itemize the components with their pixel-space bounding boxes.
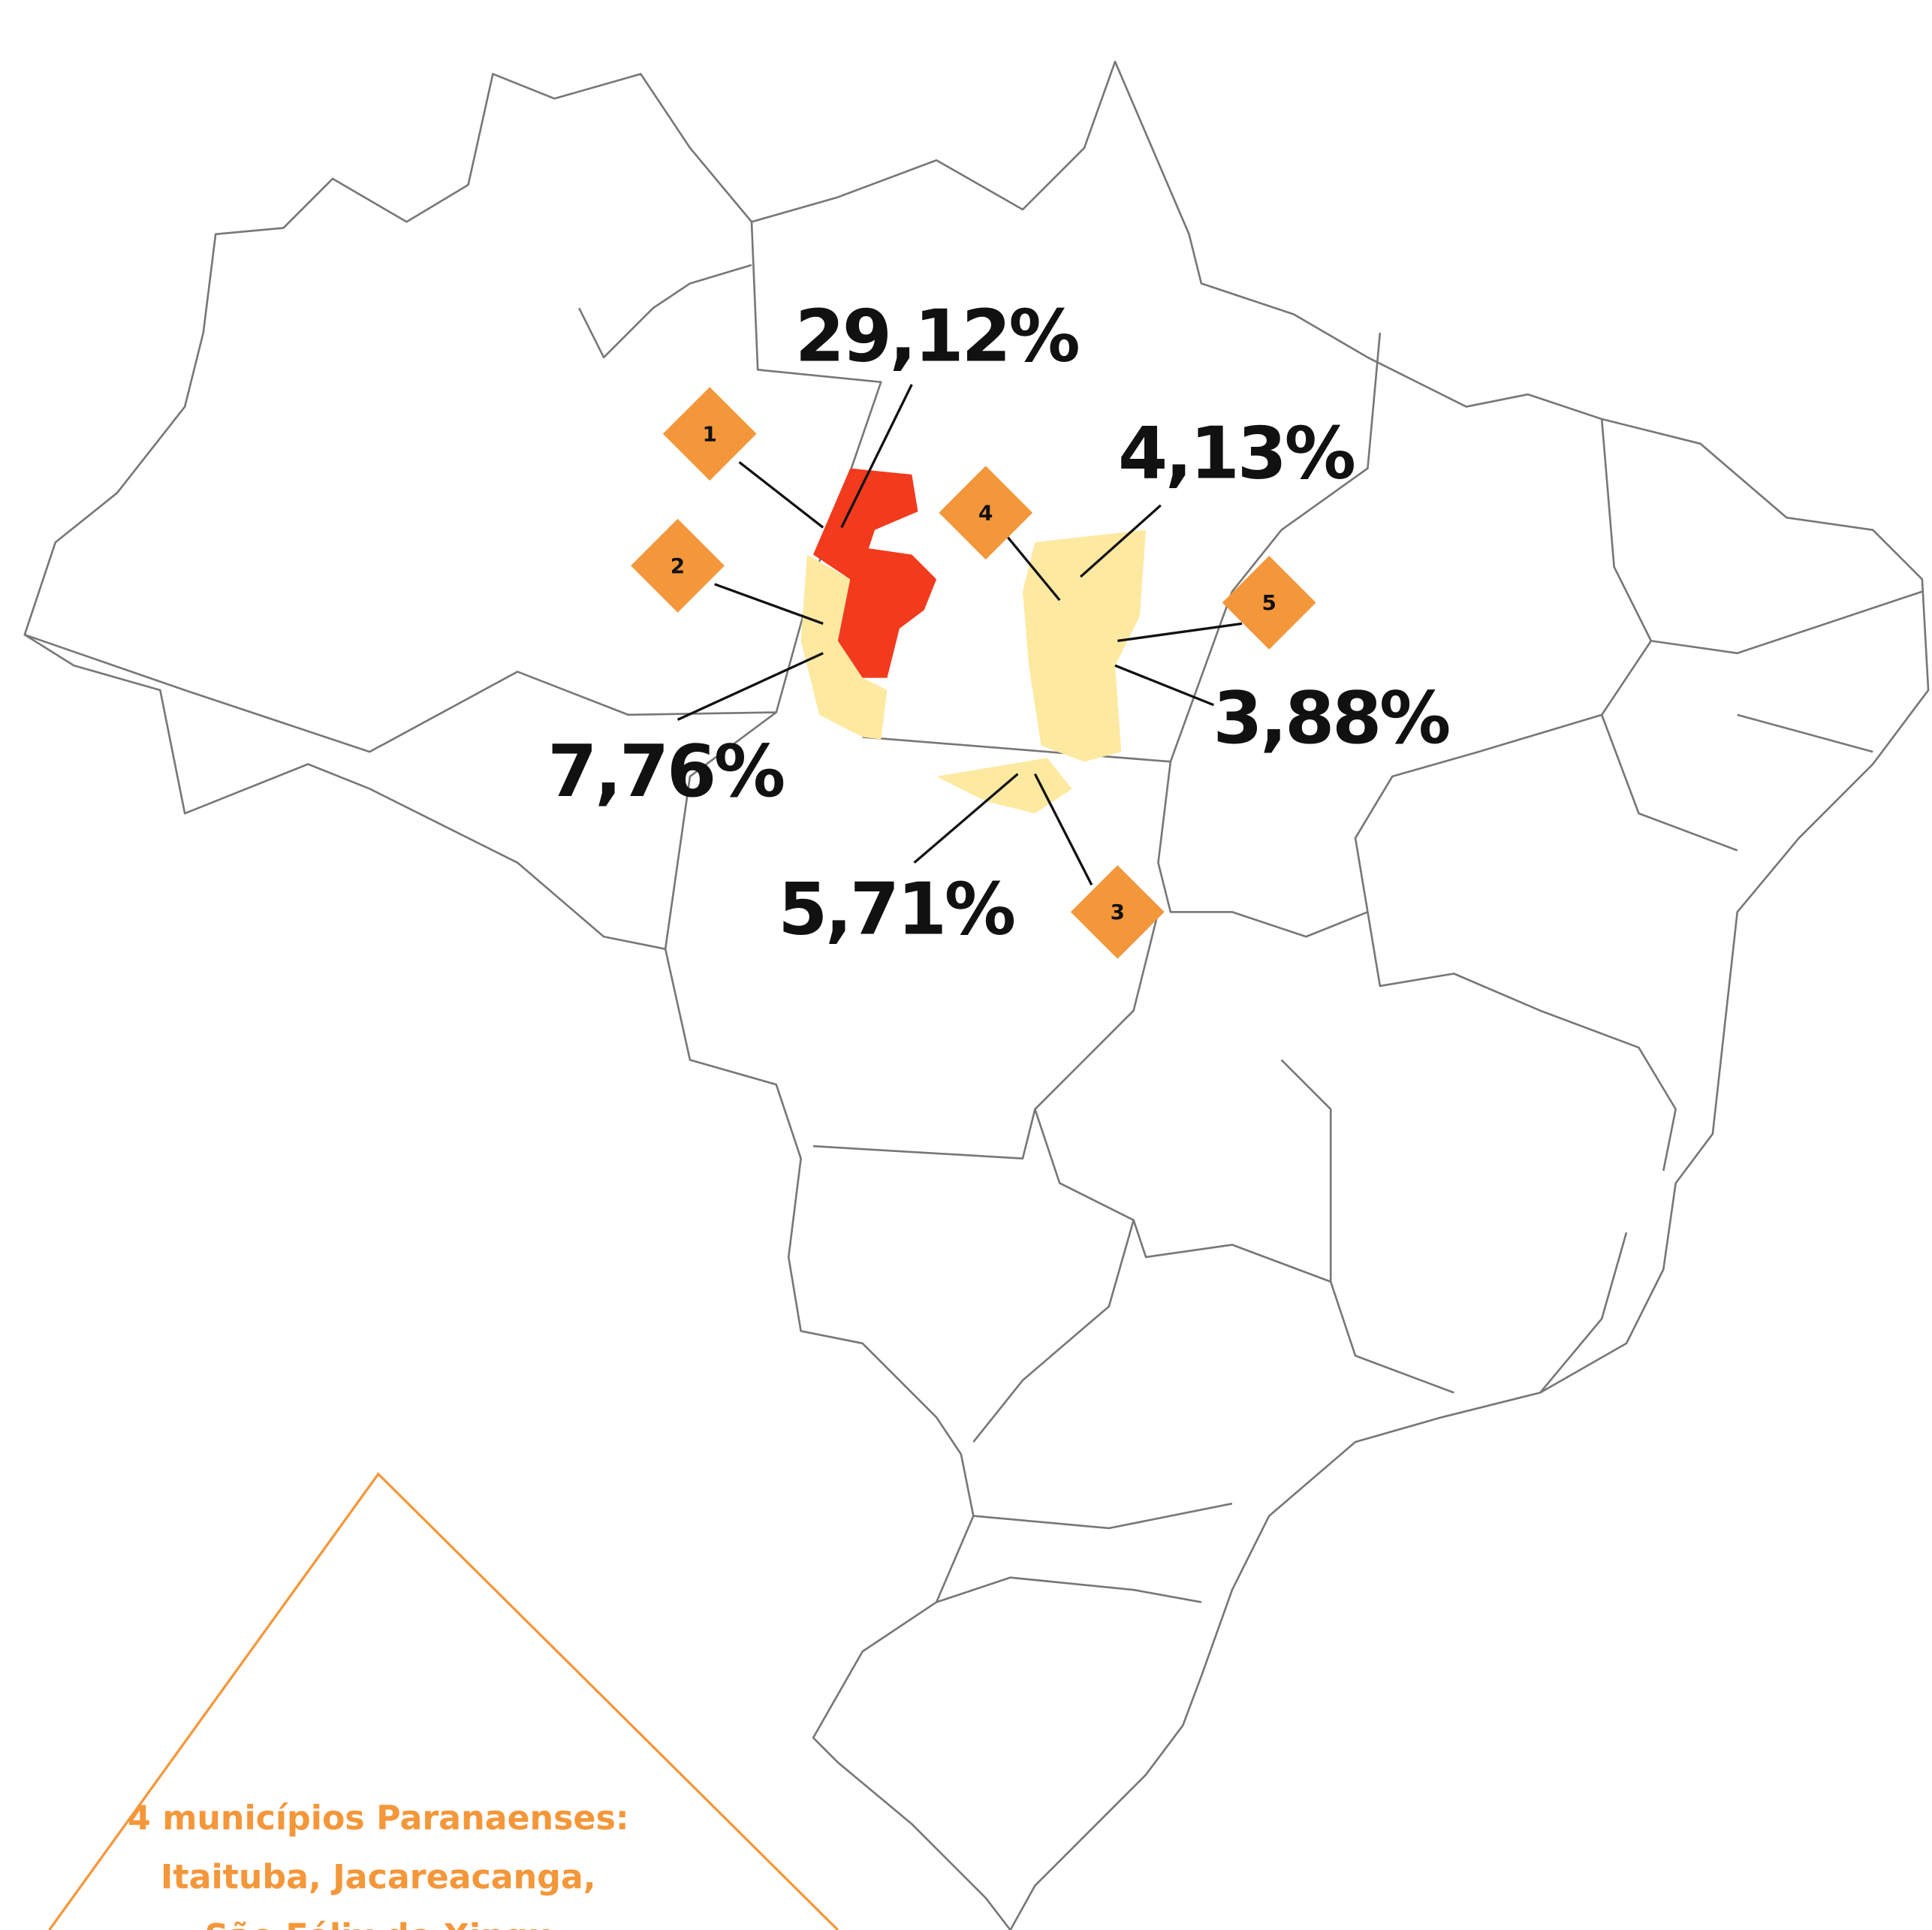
note-line: Itaituba, Jacareacanga,	[161, 1859, 596, 1897]
percentage-label: 4,13%	[1118, 412, 1355, 495]
marker-diamond	[1070, 865, 1165, 959]
percentage-label: 29,12%	[795, 295, 1079, 378]
note-line: São Félix do Xingu	[205, 1917, 552, 1930]
marker-number: 5	[1261, 590, 1276, 615]
percentage-label: 3,88%	[1213, 677, 1449, 760]
region-yellow	[800, 529, 1147, 814]
percentage-label: 7,76%	[547, 731, 784, 813]
country-outline	[23, 60, 1930, 1930]
marker-diamond	[1222, 556, 1316, 650]
marker-number: 3	[1111, 900, 1125, 924]
marker-number: 1	[702, 421, 716, 446]
leader-lines	[677, 384, 1243, 886]
labels: 1 29,12% 2 7,76% 3 5,71% 4 4,13% 5 3,88% 4 municíp…	[128, 295, 1451, 1930]
marker-number: 4	[978, 500, 993, 525]
note-frame	[48, 1472, 839, 1930]
marker-number: 2	[671, 553, 685, 578]
state-borders	[24, 222, 1923, 1603]
note-line: 4 municípios Paranaenses:	[128, 1799, 629, 1838]
percentage-label: 5,71%	[778, 869, 1014, 951]
